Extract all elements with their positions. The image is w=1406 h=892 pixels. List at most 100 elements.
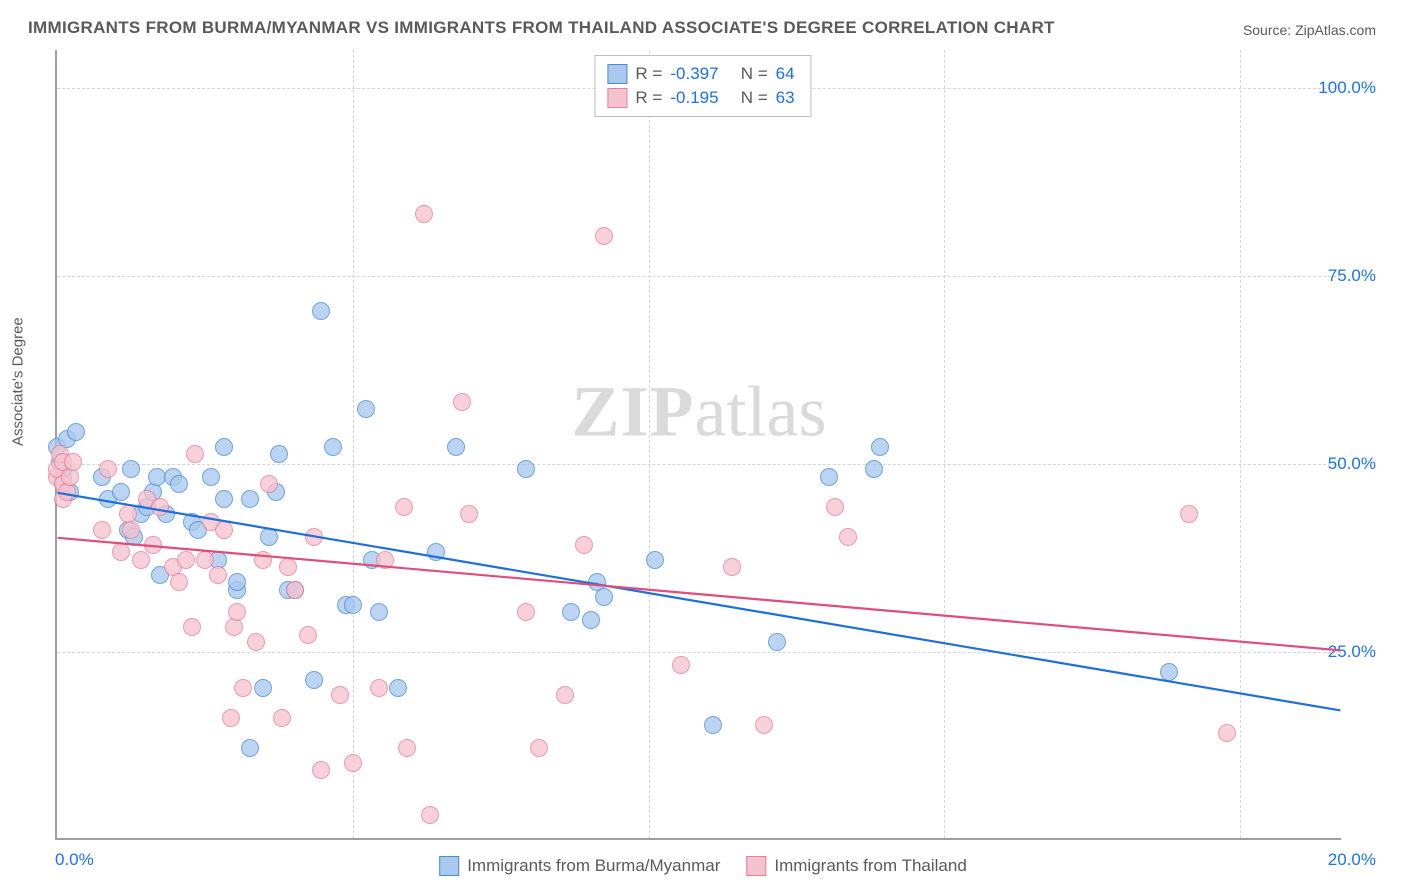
gridline-v — [944, 50, 945, 838]
data-point — [299, 626, 317, 644]
data-point — [260, 528, 278, 546]
data-point — [64, 453, 82, 471]
data-point — [122, 521, 140, 539]
data-point — [1218, 724, 1236, 742]
data-point — [595, 588, 613, 606]
data-point — [254, 679, 272, 697]
data-point — [595, 227, 613, 245]
data-point — [112, 543, 130, 561]
data-point — [247, 633, 265, 651]
data-point — [370, 603, 388, 621]
data-point — [723, 558, 741, 576]
gridline-v — [1240, 50, 1241, 838]
data-point — [517, 460, 535, 478]
legend-correlation-row: R = -0.397 N = 64 — [607, 62, 794, 86]
legend-series-label: Immigrants from Thailand — [774, 856, 966, 876]
data-point — [826, 498, 844, 516]
data-point — [215, 490, 233, 508]
data-point — [273, 709, 291, 727]
legend-swatch — [746, 856, 766, 876]
data-point — [344, 754, 362, 772]
data-point — [170, 475, 188, 493]
data-point — [357, 400, 375, 418]
data-point — [370, 679, 388, 697]
data-point — [225, 618, 243, 636]
legend-swatch — [607, 88, 627, 108]
data-point — [170, 573, 188, 591]
data-point — [58, 483, 76, 501]
data-point — [186, 445, 204, 463]
data-point — [768, 633, 786, 651]
data-point — [241, 739, 259, 757]
source-link[interactable]: ZipAtlas.com — [1295, 22, 1376, 38]
data-point — [196, 551, 214, 569]
data-point — [215, 521, 233, 539]
data-point — [234, 679, 252, 697]
regression-lines — [57, 50, 1341, 838]
data-point — [99, 460, 117, 478]
legend-series-item: Immigrants from Burma/Myanmar — [439, 856, 720, 876]
data-point — [1180, 505, 1198, 523]
data-point — [530, 739, 548, 757]
data-point — [279, 558, 297, 576]
data-point — [228, 603, 246, 621]
data-point — [453, 393, 471, 411]
legend-r-value: -0.397 — [670, 62, 718, 86]
data-point — [61, 468, 79, 486]
source-label: Source: — [1243, 22, 1295, 38]
data-point — [582, 611, 600, 629]
data-point — [305, 671, 323, 689]
data-point — [344, 596, 362, 614]
data-point — [209, 566, 227, 584]
data-point — [312, 761, 330, 779]
data-point — [672, 656, 690, 674]
data-point — [183, 618, 201, 636]
data-point — [421, 806, 439, 824]
regression-line — [58, 538, 1341, 651]
data-point — [871, 438, 889, 456]
x-tick-label: 0.0% — [55, 850, 94, 870]
data-point — [427, 543, 445, 561]
plot-area: ZIPatlas — [55, 50, 1341, 840]
data-point — [312, 302, 330, 320]
chart-title: IMMIGRANTS FROM BURMA/MYANMAR VS IMMIGRA… — [28, 18, 1055, 38]
data-point — [839, 528, 857, 546]
legend-swatch — [439, 856, 459, 876]
data-point — [254, 551, 272, 569]
chart-container: IMMIGRANTS FROM BURMA/MYANMAR VS IMMIGRA… — [0, 0, 1406, 892]
data-point — [517, 603, 535, 621]
legend-r-label: R = — [635, 86, 662, 110]
legend-correlation: R = -0.397 N = 64R = -0.195 N = 63 — [594, 55, 811, 117]
data-point — [112, 483, 130, 501]
data-point — [305, 528, 323, 546]
data-point — [67, 423, 85, 441]
data-point — [395, 498, 413, 516]
data-point — [324, 438, 342, 456]
data-point — [222, 709, 240, 727]
data-point — [376, 551, 394, 569]
legend-correlation-row: R = -0.195 N = 63 — [607, 86, 794, 110]
data-point — [202, 468, 220, 486]
y-tick-label: 75.0% — [1328, 266, 1376, 286]
y-tick-label: 100.0% — [1318, 78, 1376, 98]
data-point — [415, 205, 433, 223]
legend-n-label: N = — [727, 62, 768, 86]
data-point — [562, 603, 580, 621]
legend-r-value: -0.195 — [670, 86, 718, 110]
data-point — [228, 573, 246, 591]
regression-line — [58, 493, 1341, 711]
data-point — [286, 581, 304, 599]
data-point — [820, 468, 838, 486]
legend-n-value: 64 — [776, 62, 795, 86]
data-point — [93, 521, 111, 539]
gridline-v — [649, 50, 650, 838]
data-point — [241, 490, 259, 508]
legend-r-label: R = — [635, 62, 662, 86]
data-point — [704, 716, 722, 734]
data-point — [447, 438, 465, 456]
data-point — [755, 716, 773, 734]
legend-n-value: 63 — [776, 86, 795, 110]
legend-series-item: Immigrants from Thailand — [746, 856, 966, 876]
watermark: ZIPatlas — [572, 371, 827, 454]
data-point — [389, 679, 407, 697]
